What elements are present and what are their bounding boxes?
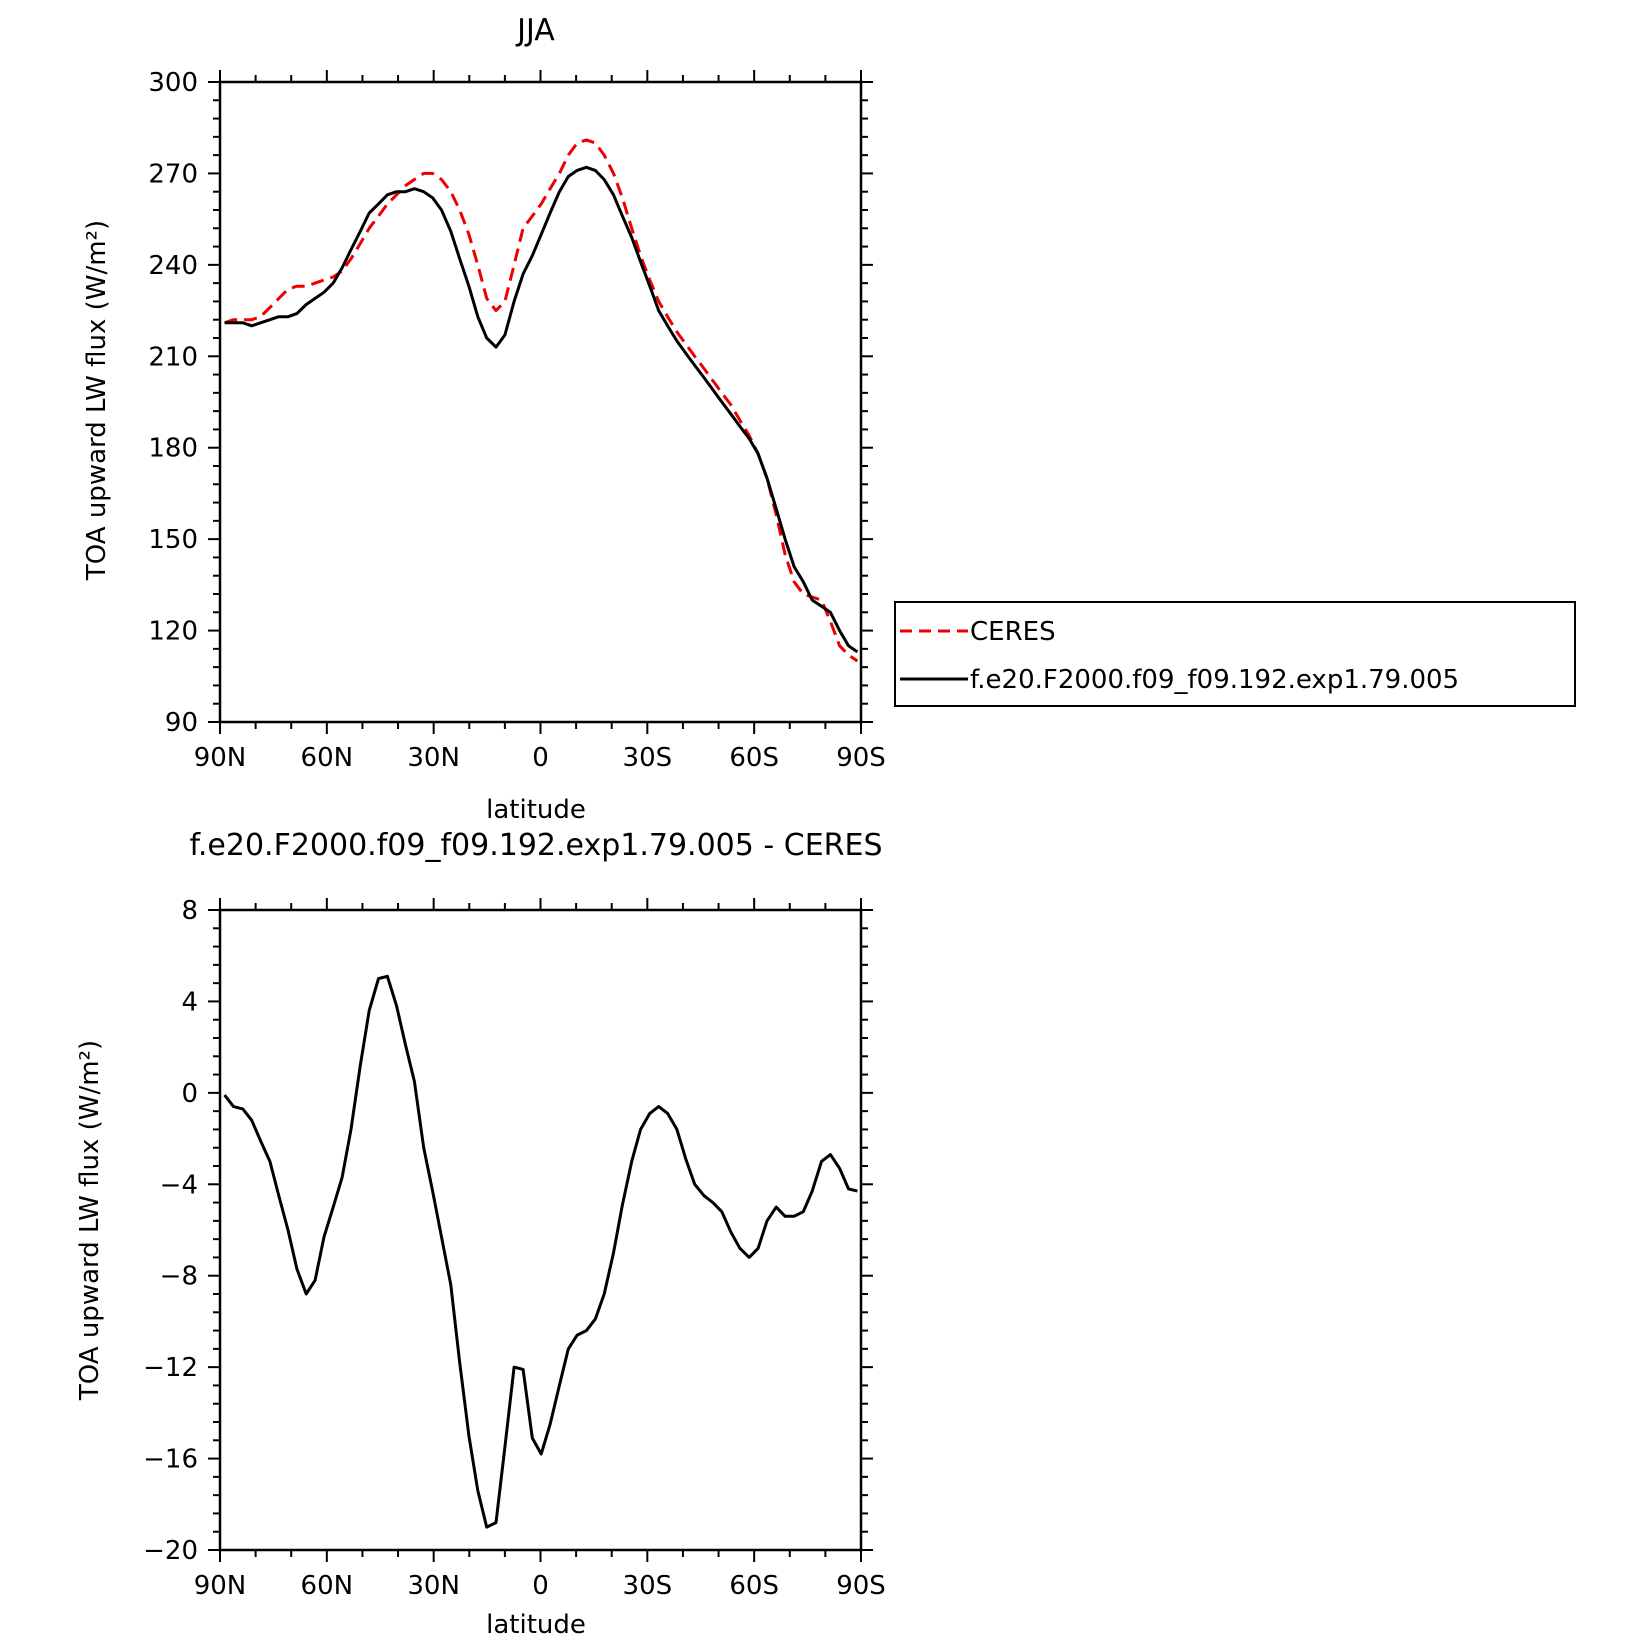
y-tick-label: 180 (148, 434, 198, 464)
y-tick-label: 300 (148, 68, 198, 98)
y-tick-label: −12 (143, 1353, 198, 1383)
x-tick-label: 30S (623, 1571, 673, 1601)
series-line-1 (224, 165, 859, 654)
y-tick-label: 120 (148, 617, 198, 647)
x-tick-label: 90N (194, 743, 247, 773)
bottom-panel: f.e20.F2000.f09_f09.192.exp1.79.005 - CE… (75, 828, 886, 1640)
x-tick-label: 60N (301, 743, 354, 773)
y-tick-label: −20 (143, 1536, 198, 1566)
plot-frame (218, 80, 863, 724)
x-tick-label: 90S (836, 1571, 886, 1601)
x-tick-label: 90S (836, 743, 886, 773)
top-legend: CERES f.e20.F2000.f09_f09.192.exp1.79.00… (894, 601, 1576, 707)
y-tick-label: 150 (148, 525, 198, 555)
x-tick-label: 60S (729, 743, 779, 773)
top-chart-title: JJA (515, 13, 555, 48)
y-tick-label: −16 (143, 1445, 198, 1475)
top-x-axis-label: latitude (486, 795, 586, 825)
x-tick-label: 0 (532, 1571, 549, 1601)
x-tick-label: 30S (623, 743, 673, 773)
bottom-chart-title: f.e20.F2000.f09_f09.192.exp1.79.005 - CE… (190, 828, 883, 863)
x-tick-label: 0 (532, 743, 549, 773)
y-tick-label: 0 (181, 1079, 198, 1109)
x-tick-label: 30N (407, 743, 460, 773)
y-tick-label: 210 (148, 342, 198, 372)
y-tick-label: 270 (148, 159, 198, 189)
bottom-x-axis-label: latitude (486, 1610, 586, 1640)
series-line-0 (223, 974, 858, 1529)
x-tick-label: 90N (194, 1571, 247, 1601)
legend-box (894, 601, 1576, 707)
x-tick-label: 30N (407, 1571, 460, 1601)
y-tick-label: −4 (160, 1170, 198, 1200)
y-tick-label: −8 (160, 1262, 198, 1292)
x-tick-label: 60S (729, 1571, 779, 1601)
series-line-0 (224, 138, 859, 663)
top-panel: JJA 90N 60N 30N 0 30S 60S 90S 90 120 150 180 210 240… (82, 13, 1576, 825)
x-tick-label: 60N (301, 1571, 354, 1601)
y-tick-label: 90 (165, 708, 198, 738)
top-y-axis-label: TOA upward LW flux (W/m²) (82, 220, 112, 581)
y-tick-label: 240 (148, 251, 198, 281)
y-tick-label: 8 (181, 896, 198, 926)
legend-ceres-label: CERES (970, 617, 1056, 647)
top-plot-area: 90N 60N 30N 0 30S 60S 90S 90 120 150 180 210 240 270 3… (148, 68, 885, 773)
y-tick-label: 4 (181, 987, 198, 1017)
legend-model-label: f.e20.F2000.f09_f09.192.exp1.79.005 (970, 665, 1459, 695)
bottom-y-axis-label: TOA upward LW flux (W/m²) (75, 1040, 105, 1401)
bottom-plot-area: 90N 60N 30N 0 30S 60S 90S −20 −16 −12 −8 −4 0 4 8 (143, 896, 886, 1601)
